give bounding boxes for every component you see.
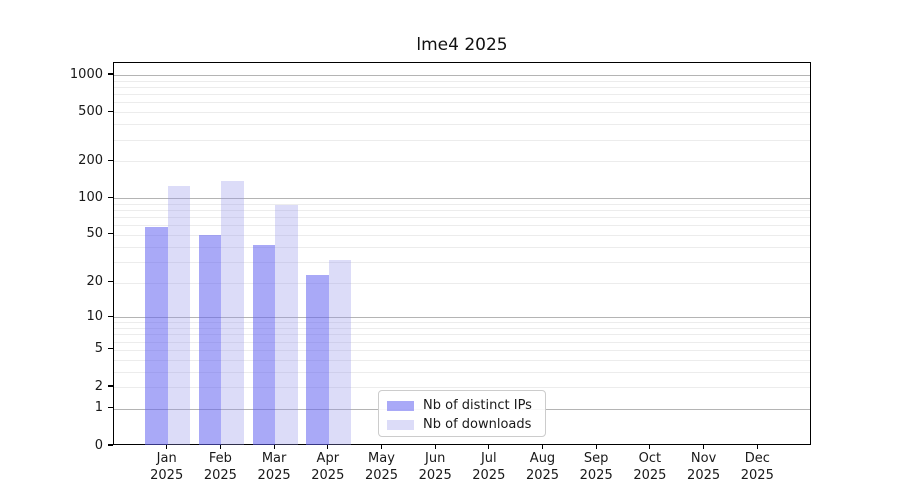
x-tick-mark-nov bbox=[703, 445, 705, 449]
gridline-y-80 bbox=[114, 210, 810, 211]
y-tick-mark-10 bbox=[108, 315, 113, 317]
y-tick-mark-1 bbox=[108, 407, 113, 409]
gridline-y-60 bbox=[114, 225, 810, 227]
x-tick-mark-oct bbox=[649, 445, 651, 449]
legend-entry-downloads: Nb of downloads bbox=[387, 415, 537, 434]
legend-entry-distinct-ips: Nb of distinct IPs bbox=[387, 396, 537, 415]
y-tick-mark-2 bbox=[108, 385, 113, 387]
x-tick-mark-dec bbox=[756, 445, 758, 449]
gridline-y-7 bbox=[114, 334, 810, 336]
x-tick-label-aug: Aug 2025 bbox=[525, 451, 560, 483]
gridline-y-9 bbox=[114, 322, 810, 324]
x-tick-mark-jul bbox=[488, 445, 490, 449]
y-tick-label-20: 20 bbox=[86, 274, 103, 289]
x-tick-mark-mar bbox=[273, 445, 275, 449]
legend-swatch-distinct-ips bbox=[387, 400, 414, 411]
gridline-y-50 bbox=[114, 234, 810, 236]
gridline-y-800 bbox=[114, 86, 810, 88]
y-tick-label-10: 10 bbox=[86, 308, 103, 324]
y-tick-mark-500 bbox=[108, 110, 113, 112]
y-tick-mark-5 bbox=[108, 348, 113, 350]
gridline-y-90 bbox=[114, 203, 810, 205]
bar-downloads-jan bbox=[167, 185, 191, 445]
x-tick-mark-jan bbox=[166, 445, 168, 449]
bars-layer bbox=[114, 63, 810, 445]
bar-distinct-ips-jan bbox=[145, 227, 168, 445]
x-tick-label-sep: Sep 2025 bbox=[579, 451, 613, 483]
x-tick-label-jan: Jan 2025 bbox=[150, 451, 184, 483]
x-tick-label-mar: Mar 2025 bbox=[257, 451, 291, 483]
gridline-y-70 bbox=[114, 217, 810, 219]
x-tick-label-oct: Oct 2025 bbox=[633, 451, 667, 483]
y-tick-mark-200 bbox=[108, 159, 113, 161]
x-tick-mark-sep bbox=[595, 445, 597, 449]
gridlines-layer bbox=[114, 63, 810, 444]
y-tick-mark-0 bbox=[108, 444, 113, 446]
x-tick-mark-feb bbox=[219, 445, 221, 449]
gridline-y-500 bbox=[114, 112, 810, 114]
y-tick-mark-100 bbox=[108, 196, 113, 198]
legend-label-distinct-ips: Nb of distinct IPs bbox=[423, 398, 532, 413]
chart-title: lme4 2025 bbox=[416, 35, 508, 55]
plot-area bbox=[113, 62, 811, 445]
gridline-y-300 bbox=[114, 139, 810, 141]
y-tick-label-1000: 1000 bbox=[69, 66, 103, 82]
bar-distinct-ips-apr bbox=[306, 275, 329, 445]
gridline-y-2 bbox=[114, 387, 810, 388]
legend-label-downloads: Nb of downloads bbox=[423, 417, 532, 432]
gridline-y-400 bbox=[114, 124, 810, 126]
x-tick-label-feb: Feb 2025 bbox=[203, 451, 237, 483]
x-tick-label-jun: Jun 2025 bbox=[418, 451, 452, 483]
x-tick-mark-jun bbox=[434, 445, 436, 449]
gridline-y-200 bbox=[114, 161, 810, 163]
x-tick-label-apr: Apr 2025 bbox=[311, 451, 345, 483]
x-tick-label-jul: Jul 2025 bbox=[472, 451, 506, 483]
y-tick-mark-50 bbox=[108, 233, 113, 235]
bar-distinct-ips-mar bbox=[252, 245, 276, 445]
gridline-y-10 bbox=[114, 317, 810, 319]
gridline-y-4 bbox=[114, 359, 810, 361]
bar-downloads-feb bbox=[221, 181, 244, 445]
y-tick-label-0: 0 bbox=[94, 437, 103, 453]
gridline-y-8 bbox=[114, 328, 810, 329]
y-tick-label-1: 1 bbox=[94, 400, 103, 416]
y-tick-mark-1000 bbox=[108, 73, 113, 75]
bar-downloads-mar bbox=[275, 204, 298, 445]
bar-distinct-ips-feb bbox=[198, 234, 222, 445]
y-tick-label-500: 500 bbox=[78, 103, 103, 119]
gridline-y-100 bbox=[114, 198, 810, 200]
y-tick-label-50: 50 bbox=[86, 226, 103, 242]
legend-swatch-downloads bbox=[387, 419, 414, 430]
x-tick-label-dec: Dec 2025 bbox=[740, 451, 774, 483]
bar-downloads-apr bbox=[328, 259, 352, 445]
x-tick-label-may: May 2025 bbox=[364, 451, 399, 483]
gridline-y-40 bbox=[114, 246, 810, 248]
x-tick-mark-may bbox=[380, 445, 383, 449]
gridline-y-20 bbox=[114, 282, 810, 284]
y-tick-mark-20 bbox=[108, 280, 113, 283]
gridline-y-600 bbox=[114, 102, 810, 104]
y-tick-label-200: 200 bbox=[78, 152, 103, 168]
y-tick-label-5: 5 bbox=[94, 341, 103, 357]
legend: Nb of distinct IPs Nb of downloads bbox=[378, 390, 546, 437]
gridline-y-700 bbox=[114, 94, 810, 96]
gridline-y-30 bbox=[114, 261, 810, 263]
y-tick-label-100: 100 bbox=[78, 189, 103, 205]
gridline-y-6 bbox=[114, 341, 810, 343]
x-tick-mark-aug bbox=[541, 445, 544, 449]
x-tick-mark-apr bbox=[327, 445, 329, 449]
x-tick-label-nov: Nov 2025 bbox=[687, 451, 721, 483]
y-tick-label-2: 2 bbox=[94, 378, 103, 394]
gridline-y-1000 bbox=[114, 75, 810, 76]
gridline-y-5 bbox=[114, 349, 810, 351]
gridline-y-3 bbox=[114, 371, 810, 373]
gridline-y-900 bbox=[114, 80, 810, 82]
